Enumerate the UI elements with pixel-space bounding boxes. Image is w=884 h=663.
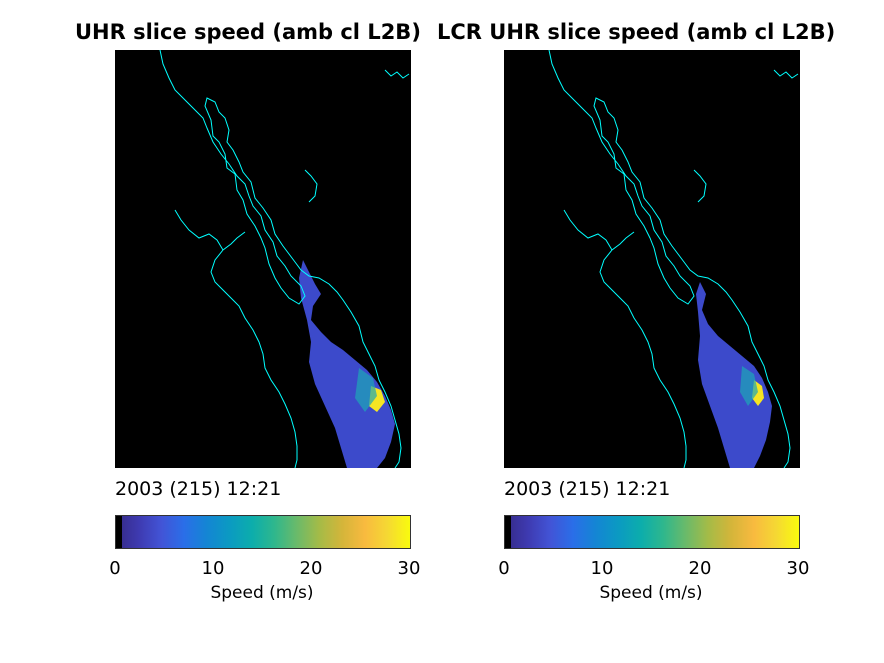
- left-colorbar-label: Speed (m/s): [210, 583, 314, 603]
- left-title: UHR slice speed (amb cl L2B): [75, 20, 421, 44]
- right-tick-10: 10: [590, 558, 614, 579]
- left-panel: UHR slice speed (amb cl L2B) 2003 (215) …: [0, 0, 421, 620]
- left-tick-0: 0: [109, 558, 121, 579]
- coastline-segment: [304, 169, 318, 203]
- left-tick-30: 30: [397, 558, 421, 579]
- left-tick-10: 10: [201, 558, 225, 579]
- left-map-svg: [159, 50, 410, 468]
- coastline-segment: [159, 50, 402, 468]
- right-tick-30: 30: [786, 558, 810, 579]
- right-title: LCR UHR slice speed (amb cl L2B): [437, 20, 836, 44]
- coastline-segment: [693, 169, 707, 203]
- left-map: [115, 50, 411, 468]
- left-colorbar-svg: [116, 516, 410, 548]
- left-colorbar: [115, 515, 411, 549]
- left-timestamp: 2003 (215) 12:21: [115, 478, 282, 500]
- coastline-segment: [210, 231, 298, 468]
- mid-speed-band: [740, 366, 758, 406]
- mid-speed-band: [355, 368, 377, 412]
- coastline-segment: [773, 69, 799, 79]
- colorbar-zero-bin: [505, 516, 511, 548]
- right-tick-20: 20: [688, 558, 712, 579]
- wind-swath: [299, 260, 395, 468]
- coastline-segment: [599, 231, 687, 468]
- right-colorbar-label: Speed (m/s): [599, 583, 703, 603]
- right-colorbar: [504, 515, 800, 549]
- colorbar-zero-bin: [116, 516, 122, 548]
- right-colorbar-svg: [505, 516, 799, 548]
- coastline-segment: [384, 69, 410, 79]
- right-map: [504, 50, 800, 468]
- coastline-segment: [563, 209, 613, 251]
- right-timestamp: 2003 (215) 12:21: [504, 478, 671, 500]
- colorbar-gradient: [505, 516, 799, 548]
- coastline-segment: [548, 50, 791, 468]
- right-panel: LCR UHR slice speed (amb cl L2B) 2003 (2…: [0, 0, 835, 620]
- right-map-svg: [548, 50, 799, 468]
- coastline-segment: [174, 209, 224, 251]
- wind-swath: [696, 282, 772, 468]
- colorbar-gradient: [116, 516, 410, 548]
- right-tick-0: 0: [498, 558, 510, 579]
- left-tick-20: 20: [299, 558, 323, 579]
